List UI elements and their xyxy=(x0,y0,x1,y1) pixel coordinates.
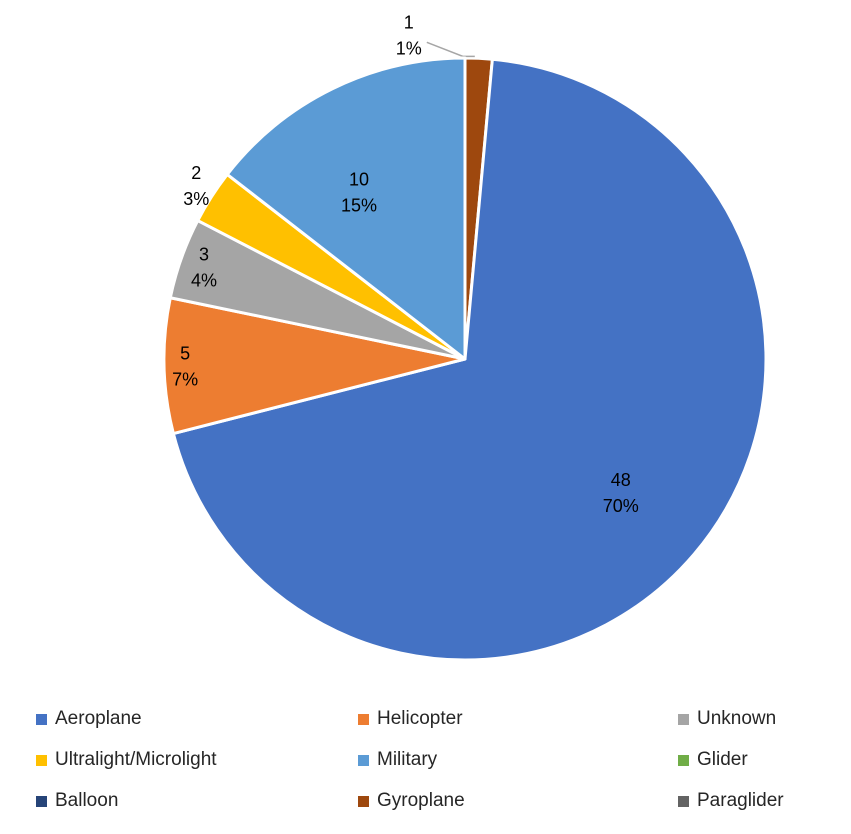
legend-item-gyroplane: Gyroplane xyxy=(358,790,465,812)
percent-label-helicopter: 7% xyxy=(172,369,198,389)
pie-chart: 1 1% 48 70% 5 7% 3 4% 2 3% 10 15% xyxy=(162,12,768,662)
legend-item-helicopter: Helicopter xyxy=(358,708,463,730)
legend-label-paraglider: Paraglider xyxy=(697,790,784,811)
value-label-unknown: 3 xyxy=(199,244,209,264)
legend-item-aeroplane: Aeroplane xyxy=(36,708,142,730)
legend-item-military: Military xyxy=(358,749,437,771)
legend-item-balloon: Balloon xyxy=(36,790,118,812)
percent-label-unknown: 4% xyxy=(191,270,217,290)
value-label-helicopter: 5 xyxy=(180,343,190,363)
legend-label-balloon: Balloon xyxy=(55,790,119,811)
percent-label-ultralight-microlight: 3% xyxy=(183,189,209,209)
value-label-aeroplane: 48 xyxy=(611,470,631,490)
legend-swatch-paraglider xyxy=(678,795,689,807)
value-label-ultralight-microlight: 2 xyxy=(191,163,201,183)
legend-item-glider: Glider xyxy=(678,749,748,771)
leader-line-gyroplane xyxy=(426,41,475,58)
legend-label-military: Military xyxy=(377,749,438,770)
legend-swatch-ultralight xyxy=(36,754,47,766)
legend-swatch-unknown xyxy=(678,713,689,725)
percent-label-aeroplane: 70% xyxy=(603,496,639,516)
legend-swatch-aeroplane xyxy=(36,713,47,725)
legend-swatch-gyroplane xyxy=(358,795,369,807)
legend-item-ultralight: Ultralight/Microlight xyxy=(36,749,217,771)
percent-label-military: 15% xyxy=(341,195,377,215)
pie-slice-helicopter xyxy=(162,296,467,436)
legend-label-unknown: Unknown xyxy=(697,708,777,729)
chart-legend: Aeroplane Helicopter Unknown Ultralight/… xyxy=(0,700,851,830)
legend-swatch-military xyxy=(358,754,369,766)
pie-slice-military xyxy=(225,56,467,361)
legend-label-helicopter: Helicopter xyxy=(377,708,463,729)
value-label-military: 10 xyxy=(349,169,369,189)
legend-label-aeroplane: Aeroplane xyxy=(55,708,142,729)
legend-item-unknown: Unknown xyxy=(678,708,776,730)
legend-swatch-balloon xyxy=(36,795,47,807)
legend-label-gyroplane: Gyroplane xyxy=(377,790,465,811)
legend-swatch-glider xyxy=(678,754,689,766)
pie-slice-aeroplane xyxy=(171,57,768,662)
legend-label-ultralight: Ultralight/Microlight xyxy=(55,749,217,770)
legend-label-glider: Glider xyxy=(697,749,748,770)
legend-swatch-helicopter xyxy=(358,713,369,725)
legend-item-paraglider: Paraglider xyxy=(678,790,784,812)
percent-label-gyroplane: 1% xyxy=(396,38,422,58)
value-label-gyroplane: 1 xyxy=(404,12,414,32)
